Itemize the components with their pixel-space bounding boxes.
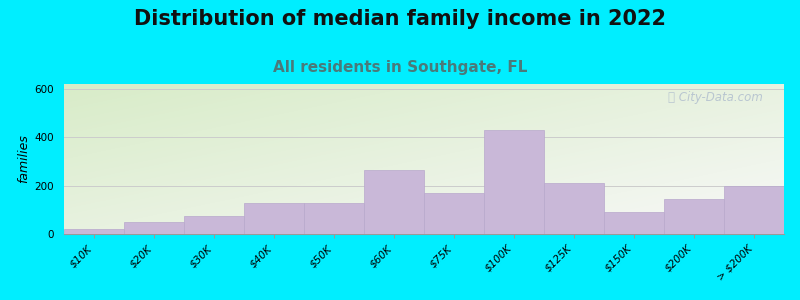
Bar: [244, 202, 304, 234]
Bar: [304, 202, 364, 234]
Bar: [664, 199, 724, 234]
Y-axis label: families: families: [18, 135, 30, 183]
Bar: [184, 216, 244, 234]
Bar: [424, 193, 484, 234]
Bar: [544, 183, 604, 234]
Bar: [724, 186, 784, 234]
Text: Distribution of median family income in 2022: Distribution of median family income in …: [134, 9, 666, 29]
Bar: [364, 170, 424, 234]
Bar: [604, 212, 664, 234]
Bar: [124, 222, 184, 234]
Bar: [64, 229, 124, 234]
Text: ⓘ City-Data.com: ⓘ City-Data.com: [667, 92, 762, 104]
Bar: [484, 130, 544, 234]
Text: All residents in Southgate, FL: All residents in Southgate, FL: [273, 60, 527, 75]
